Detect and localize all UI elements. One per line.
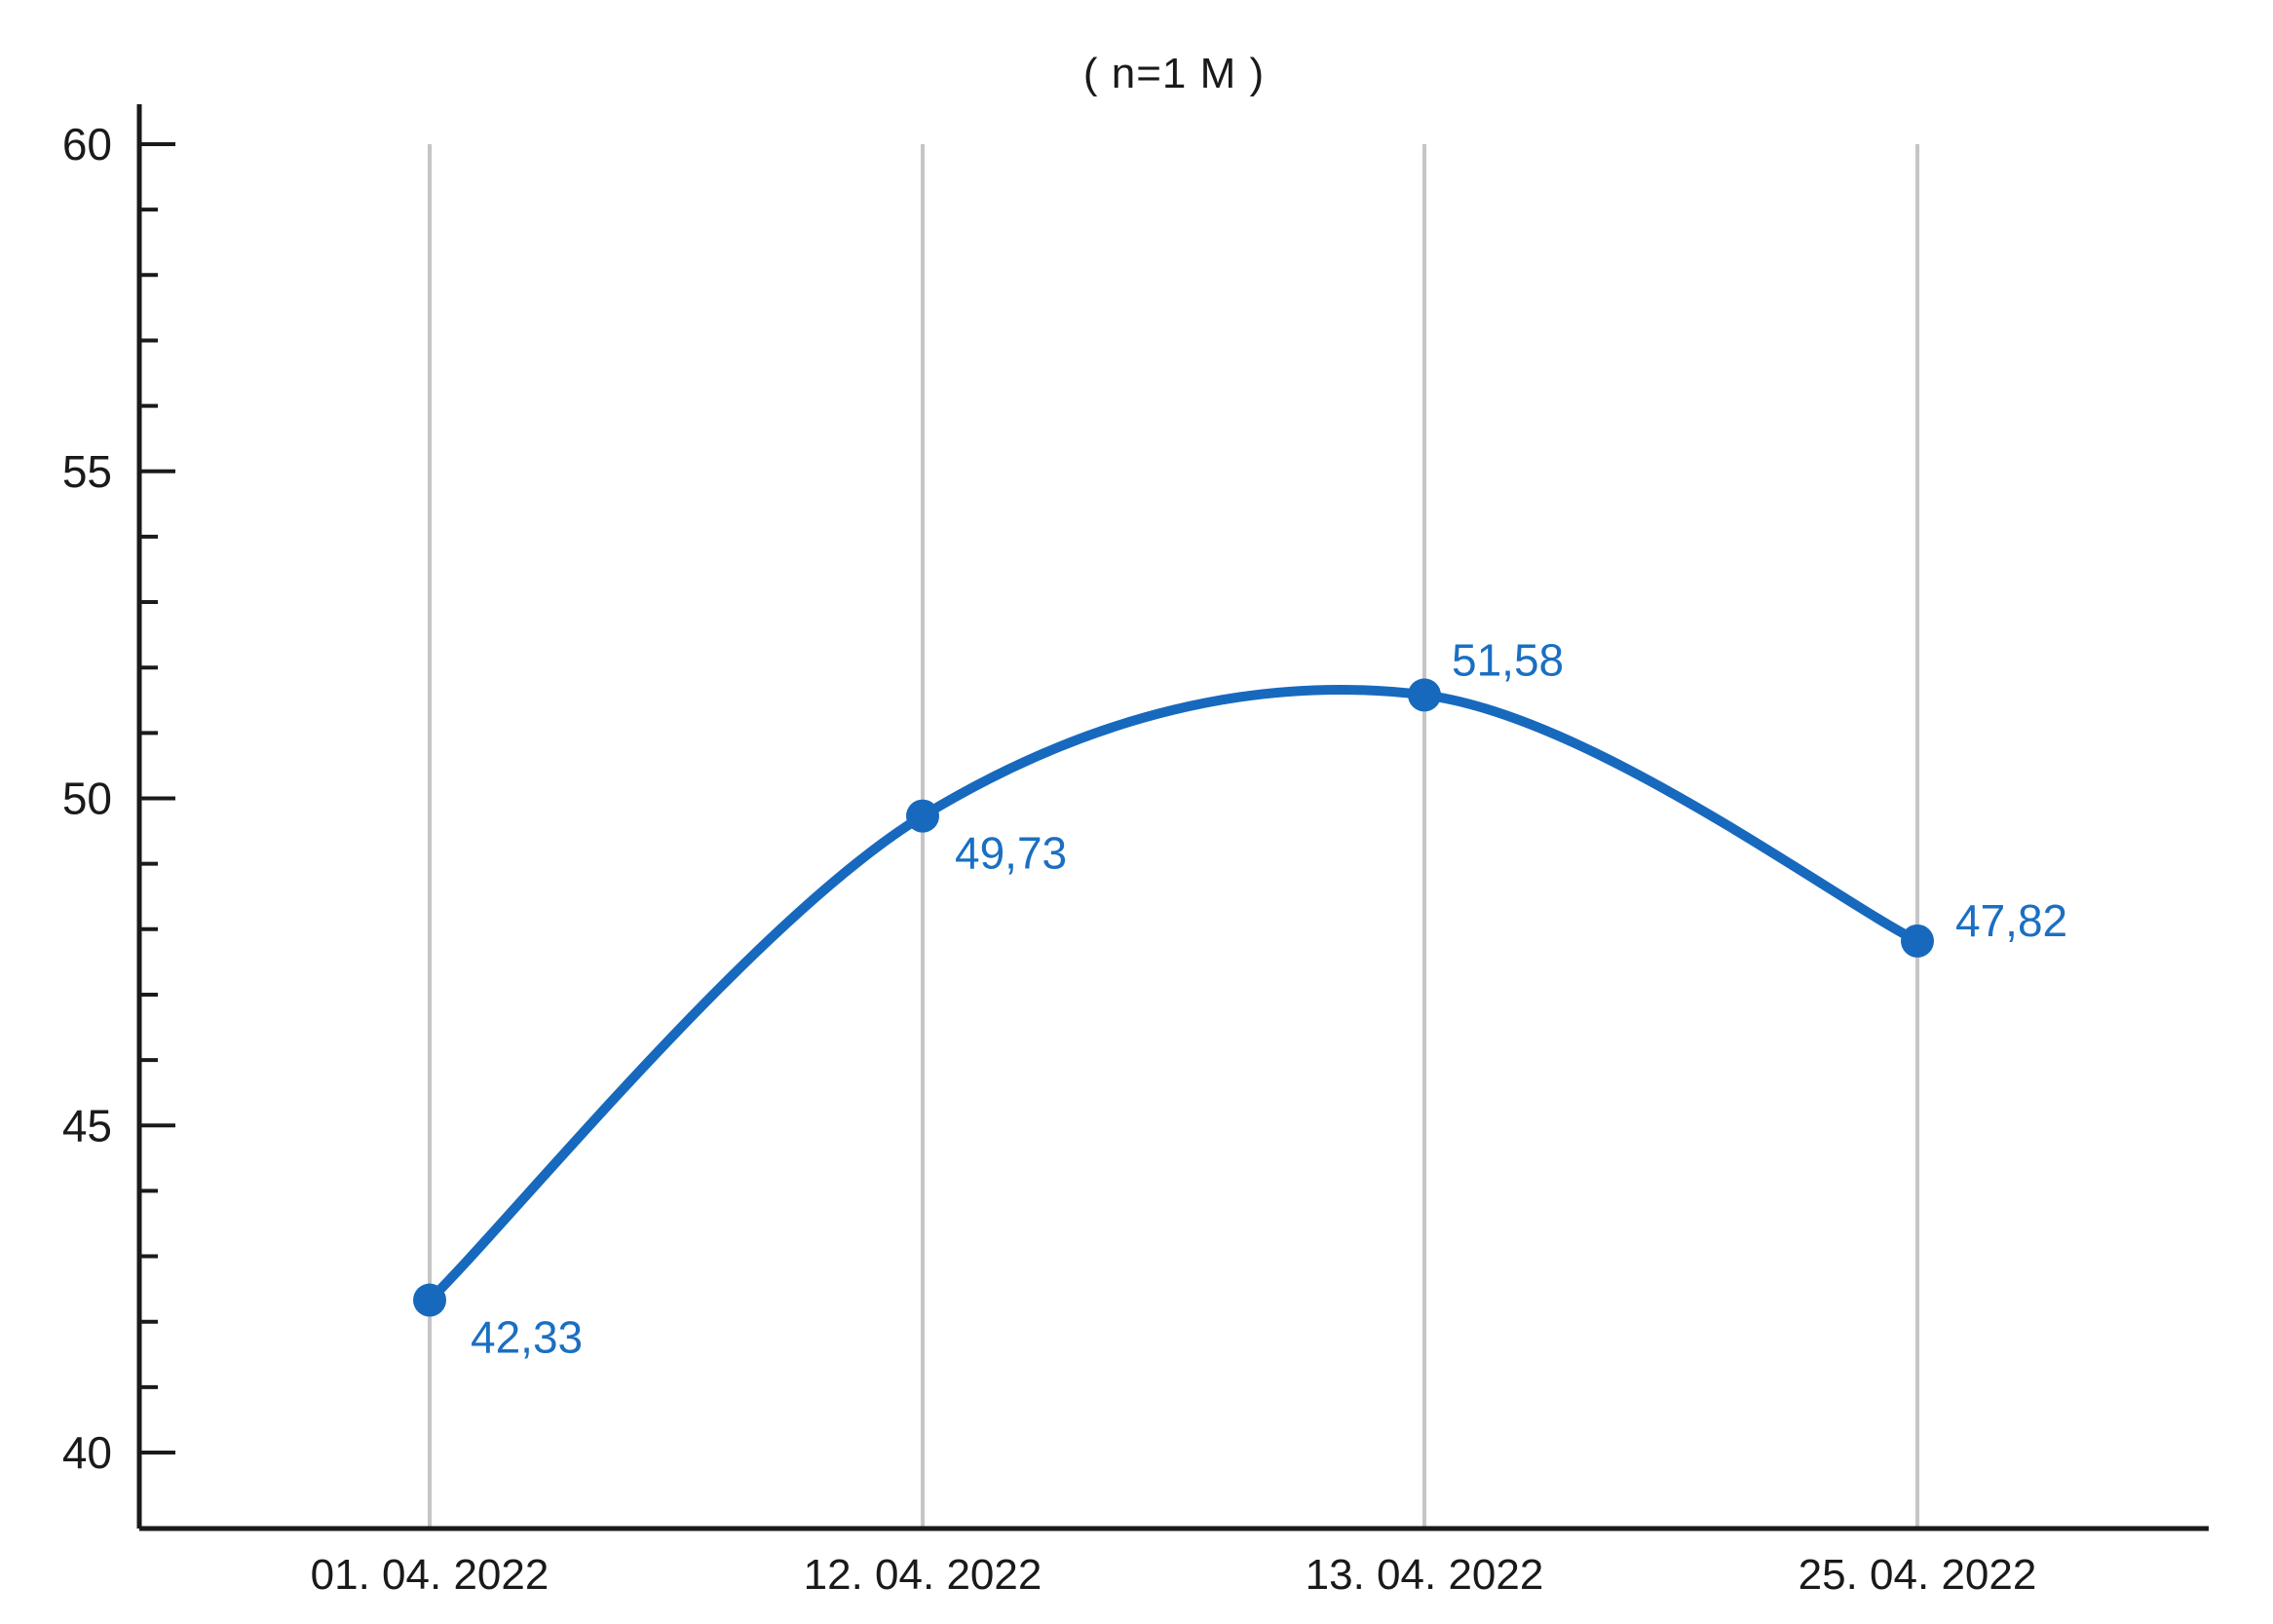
y-tick-label: 55 <box>62 446 112 497</box>
y-tick-label: 50 <box>62 774 112 824</box>
y-tick-label: 40 <box>62 1427 112 1478</box>
data-point-marker <box>906 799 939 833</box>
chart-title: ( n=1 M ) <box>1083 50 1265 97</box>
x-tick-label: 13. 04. 2022 <box>1306 1551 1544 1599</box>
data-point-marker <box>1901 924 1934 958</box>
y-axis-labels: 40 45 50 55 60 <box>62 119 112 1478</box>
data-point-marker <box>1408 678 1441 712</box>
data-point-label: 42,33 <box>471 1312 583 1363</box>
gridlines <box>428 144 1919 1529</box>
x-tick-label: 12. 04. 2022 <box>804 1551 1042 1599</box>
data-series: 42,33 49,73 51,58 47,82 <box>413 634 2067 1363</box>
data-point-marker <box>413 1283 446 1317</box>
data-point-label: 49,73 <box>955 828 1067 879</box>
series-line <box>425 684 1922 1305</box>
axes <box>136 104 2209 1531</box>
x-tick-label: 01. 04. 2022 <box>311 1551 549 1599</box>
y-axis-ticks <box>139 142 175 1454</box>
data-point-label: 47,82 <box>1955 895 2067 946</box>
x-tick-label: 25. 04. 2022 <box>1799 1551 2037 1599</box>
y-tick-label: 60 <box>62 119 112 170</box>
x-axis-labels: 01. 04. 2022 12. 04. 2022 13. 04. 2022 25. … <box>311 1551 2037 1599</box>
y-tick-label: 45 <box>62 1100 112 1151</box>
data-point-label: 51,58 <box>1452 634 1564 685</box>
